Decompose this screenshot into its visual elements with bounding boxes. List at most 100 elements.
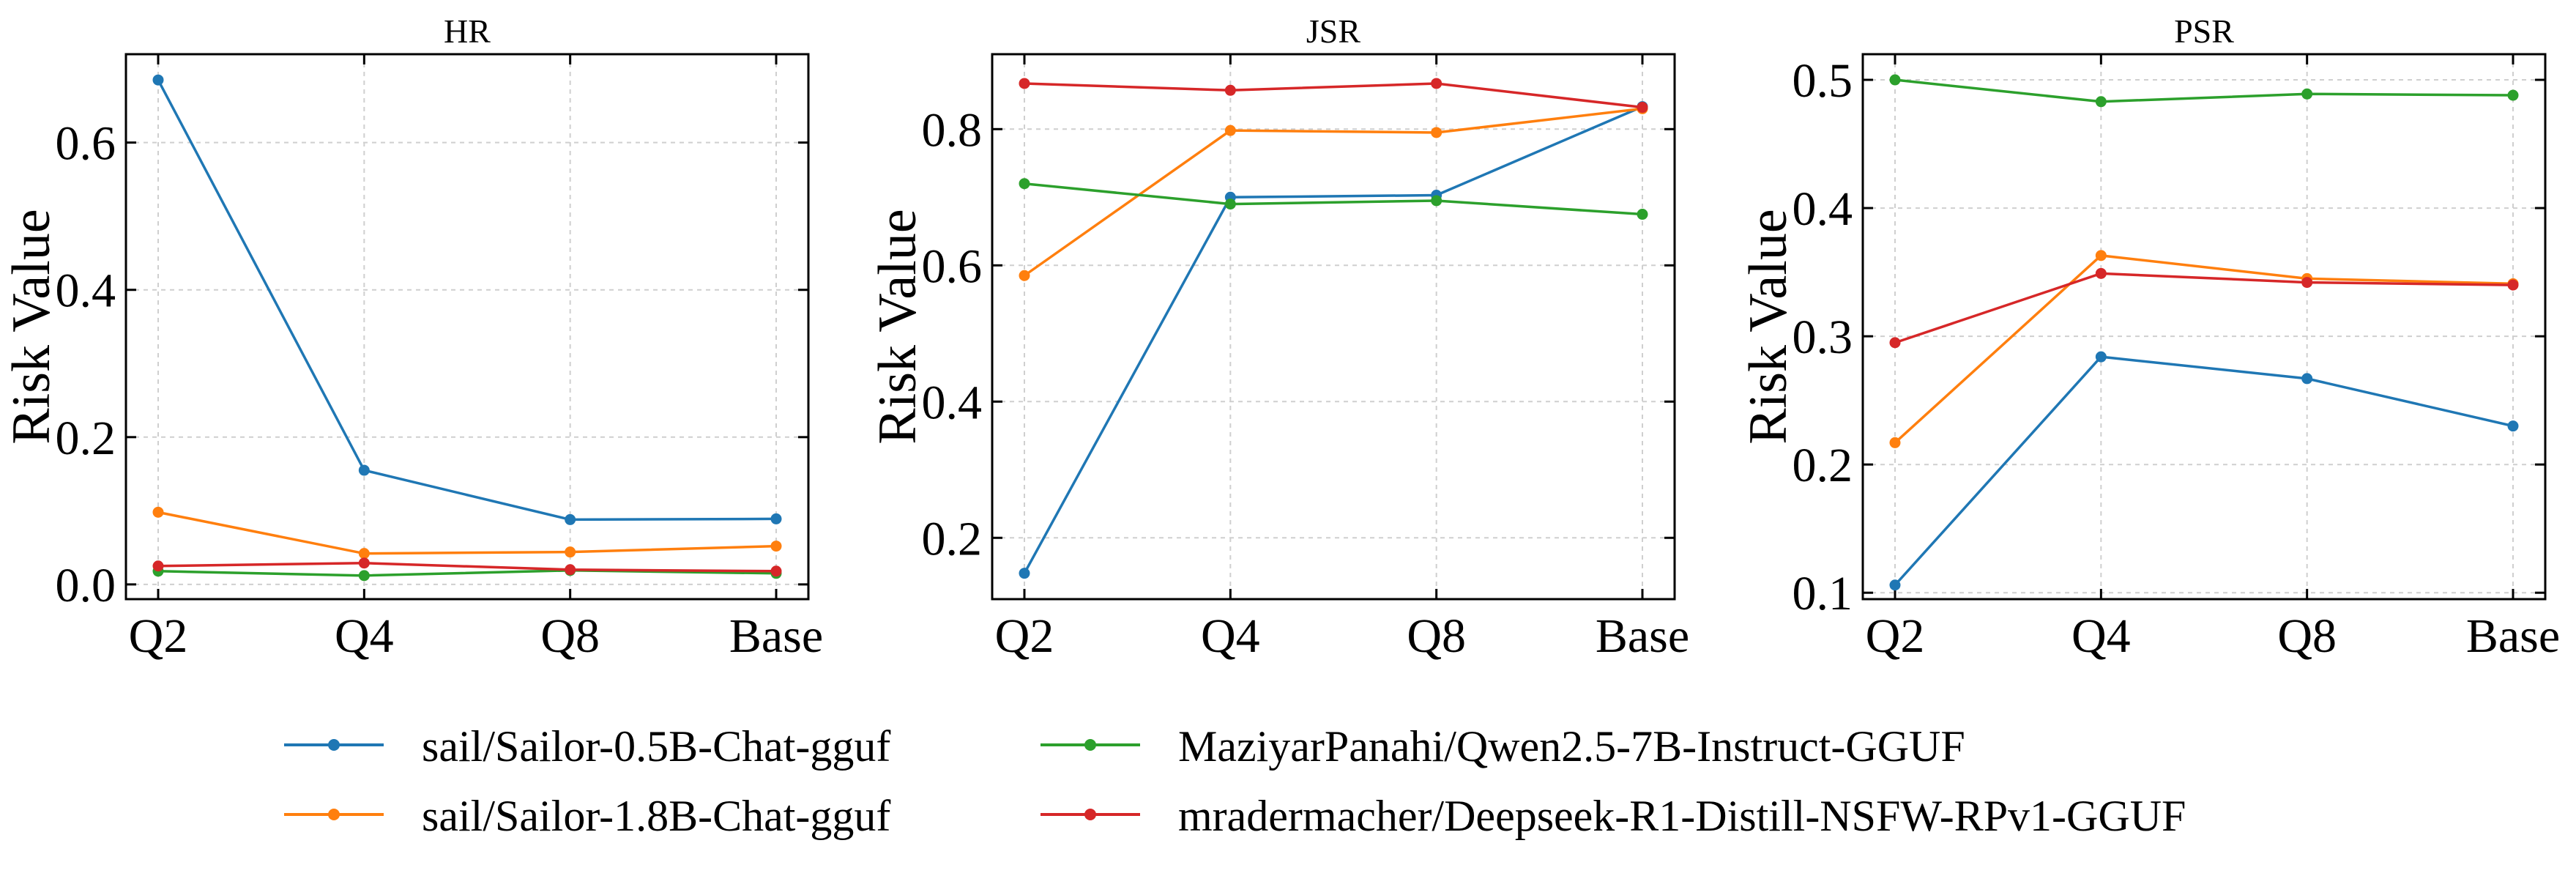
series-line xyxy=(1894,78,2514,103)
series-line xyxy=(1023,107,1643,277)
data-point xyxy=(2507,420,2519,432)
data-point xyxy=(2507,89,2519,101)
x-tick-label: Q2 xyxy=(995,609,1054,663)
legend-marker xyxy=(328,809,340,820)
data-point xyxy=(770,565,782,577)
data-point xyxy=(1019,270,1030,281)
plot-frame xyxy=(991,53,1676,601)
series-0 xyxy=(1889,351,2519,591)
x-tick-label: Q8 xyxy=(540,609,600,663)
data-point xyxy=(358,464,370,476)
y-tick-label: 0.8 xyxy=(922,103,983,157)
legend-marker xyxy=(328,739,340,751)
x-tick-label: Q8 xyxy=(1407,609,1466,663)
series-1 xyxy=(1019,103,1648,281)
x-tick-label: Q2 xyxy=(1866,609,1925,663)
data-point xyxy=(358,570,370,582)
data-point xyxy=(2507,279,2519,291)
x-tick-label: Base xyxy=(729,609,823,663)
tick-marks xyxy=(992,54,1675,599)
legend-item: sail/Sailor-1.8B-Chat-gguf xyxy=(284,792,890,840)
grid xyxy=(126,54,808,599)
y-tick-label: 0.6 xyxy=(922,240,983,293)
x-tick-label: Q8 xyxy=(2277,609,2337,663)
panel-title: HR xyxy=(444,12,491,50)
data-point xyxy=(2301,277,2313,289)
plot-frame xyxy=(1861,53,2547,601)
x-tick-label: Base xyxy=(2466,609,2560,663)
data-point xyxy=(1224,84,1236,96)
data-point xyxy=(152,506,164,518)
x-tick-label: Base xyxy=(1596,609,1689,663)
series-line xyxy=(1894,355,2514,586)
series-line xyxy=(157,511,777,555)
panel-jsr: Q2 Q4 Q8 Base 0.2 0.4 0.6 0.8 JSR Risk Value xyxy=(868,12,1689,663)
series-1 xyxy=(152,506,782,560)
series-1 xyxy=(1889,250,2519,448)
series-3 xyxy=(1019,78,1648,114)
data-point xyxy=(565,564,576,576)
legend-label: sail/Sailor-1.8B-Chat-gguf xyxy=(422,792,890,840)
series-line xyxy=(157,79,777,521)
legend-marker xyxy=(1084,809,1096,820)
series-3 xyxy=(1889,267,2519,349)
data-point xyxy=(565,546,576,558)
legend-label: sail/Sailor-0.5B-Chat-gguf xyxy=(422,722,890,771)
data-point xyxy=(1889,337,1901,349)
data-point xyxy=(358,548,370,560)
y-tick-label: 0.4 xyxy=(56,264,116,318)
series-2 xyxy=(1889,74,2519,108)
x-tick-label: Q2 xyxy=(129,609,188,663)
y-tick-label: 0.5 xyxy=(1793,54,1853,108)
data-point xyxy=(770,513,782,524)
panel-psr: Q2 Q4 Q8 Base 0.1 0.2 0.3 0.4 0.5 PSR Risk Value xyxy=(1738,12,2560,663)
chart-panels: Q2 Q4 Q8 Base 0.0 0.2 0.4 0.6 HR Risk Value Q2 Q4 Q8… xyxy=(1,12,2560,663)
data-point xyxy=(1019,78,1030,89)
y-tick-label: 0.4 xyxy=(922,376,983,429)
y-tick-label: 0.6 xyxy=(56,117,116,171)
y-tick-label: 0.0 xyxy=(56,559,116,612)
data-point xyxy=(2095,250,2107,261)
data-point xyxy=(152,74,164,86)
series-line xyxy=(157,561,777,573)
legend-marker xyxy=(1084,739,1096,751)
panel-title: PSR xyxy=(2174,12,2234,50)
data-point xyxy=(1889,74,1901,86)
y-axis-label: Risk Value xyxy=(1738,209,1798,444)
series-line xyxy=(157,569,777,577)
series-line xyxy=(1023,105,1643,574)
data-point xyxy=(565,513,576,525)
data-point xyxy=(1019,568,1030,579)
data-point xyxy=(1637,102,1648,114)
tick-marks xyxy=(1863,54,2545,599)
series-0 xyxy=(152,74,782,525)
data-point xyxy=(152,560,164,572)
data-point xyxy=(770,541,782,552)
y-axis-label: Risk Value xyxy=(868,209,928,444)
legend-label: mradermacher/Deepseek-R1-Distill-NSFW-RP… xyxy=(1178,792,2186,840)
series-line xyxy=(1894,272,2514,344)
data-point xyxy=(1889,437,1901,448)
y-tick-label: 0.2 xyxy=(1793,439,1853,492)
x-tick-label: Q4 xyxy=(1201,609,1260,663)
series-2 xyxy=(1019,178,1648,220)
data-point xyxy=(2301,373,2313,385)
data-point xyxy=(1431,127,1443,138)
grid xyxy=(1863,54,2545,599)
y-tick-label: 0.1 xyxy=(1793,567,1853,620)
y-tick-label: 0.4 xyxy=(1793,182,1853,236)
data-point xyxy=(358,557,370,569)
legend-item: MaziyarPanahi/Qwen2.5-7B-Instruct-GGUF xyxy=(1041,722,1965,771)
y-tick-label: 0.2 xyxy=(922,512,983,565)
series-line xyxy=(1894,254,2514,444)
y-tick-label: 0.2 xyxy=(56,412,116,465)
data-point xyxy=(1889,579,1901,591)
grid xyxy=(992,54,1675,599)
y-tick-label: 0.3 xyxy=(1793,311,1853,364)
data-point xyxy=(1019,178,1030,190)
data-point xyxy=(1431,195,1443,207)
legend: sail/Sailor-0.5B-Chat-gguf MaziyarPanahi/… xyxy=(284,722,2186,840)
panel-hr: Q2 Q4 Q8 Base 0.0 0.2 0.4 0.6 HR Risk Value xyxy=(1,12,823,663)
legend-item: sail/Sailor-0.5B-Chat-gguf xyxy=(284,722,890,771)
